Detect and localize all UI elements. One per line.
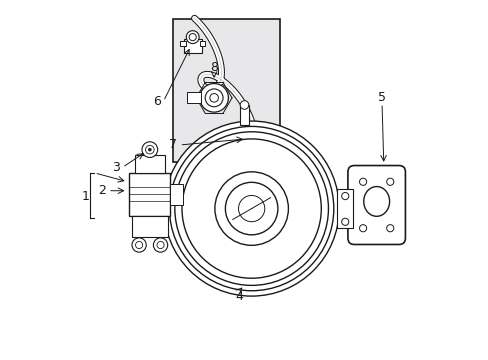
Circle shape <box>148 148 151 151</box>
Circle shape <box>182 139 321 278</box>
Bar <box>129 173 170 216</box>
Text: 2: 2 <box>98 184 105 197</box>
Circle shape <box>238 195 264 222</box>
Text: 4: 4 <box>235 289 243 303</box>
Circle shape <box>186 31 199 44</box>
Circle shape <box>209 94 218 102</box>
Text: 3: 3 <box>112 161 120 174</box>
Bar <box>337 189 353 228</box>
Text: 7: 7 <box>169 139 177 152</box>
Circle shape <box>386 178 393 185</box>
Ellipse shape <box>363 186 389 216</box>
Text: 8: 8 <box>210 61 218 74</box>
FancyBboxPatch shape <box>347 166 405 244</box>
Circle shape <box>142 142 157 157</box>
Circle shape <box>189 33 196 41</box>
Bar <box>200 41 205 46</box>
Circle shape <box>359 225 366 232</box>
Circle shape <box>135 242 142 249</box>
Ellipse shape <box>247 133 269 145</box>
Circle shape <box>386 225 393 232</box>
Circle shape <box>132 238 146 252</box>
Bar <box>268 136 271 142</box>
Bar <box>180 41 185 46</box>
Circle shape <box>225 182 277 235</box>
Bar <box>173 19 280 162</box>
Circle shape <box>341 193 348 200</box>
Bar <box>132 216 167 237</box>
Circle shape <box>341 218 348 225</box>
Circle shape <box>145 145 154 154</box>
Circle shape <box>205 89 223 107</box>
Bar <box>246 136 248 142</box>
Bar <box>240 105 248 125</box>
Bar <box>183 39 201 53</box>
Bar <box>134 155 164 173</box>
Circle shape <box>175 132 328 285</box>
Ellipse shape <box>252 136 264 142</box>
Bar <box>187 93 201 103</box>
Circle shape <box>164 121 339 296</box>
Circle shape <box>214 172 288 245</box>
Text: 1: 1 <box>81 190 89 203</box>
Circle shape <box>169 126 333 291</box>
Circle shape <box>157 242 164 249</box>
Circle shape <box>200 84 228 112</box>
Circle shape <box>240 101 248 109</box>
Text: 6: 6 <box>153 95 161 108</box>
Text: 5: 5 <box>377 91 385 104</box>
Circle shape <box>359 178 366 185</box>
Circle shape <box>153 238 167 252</box>
Bar <box>170 184 183 205</box>
